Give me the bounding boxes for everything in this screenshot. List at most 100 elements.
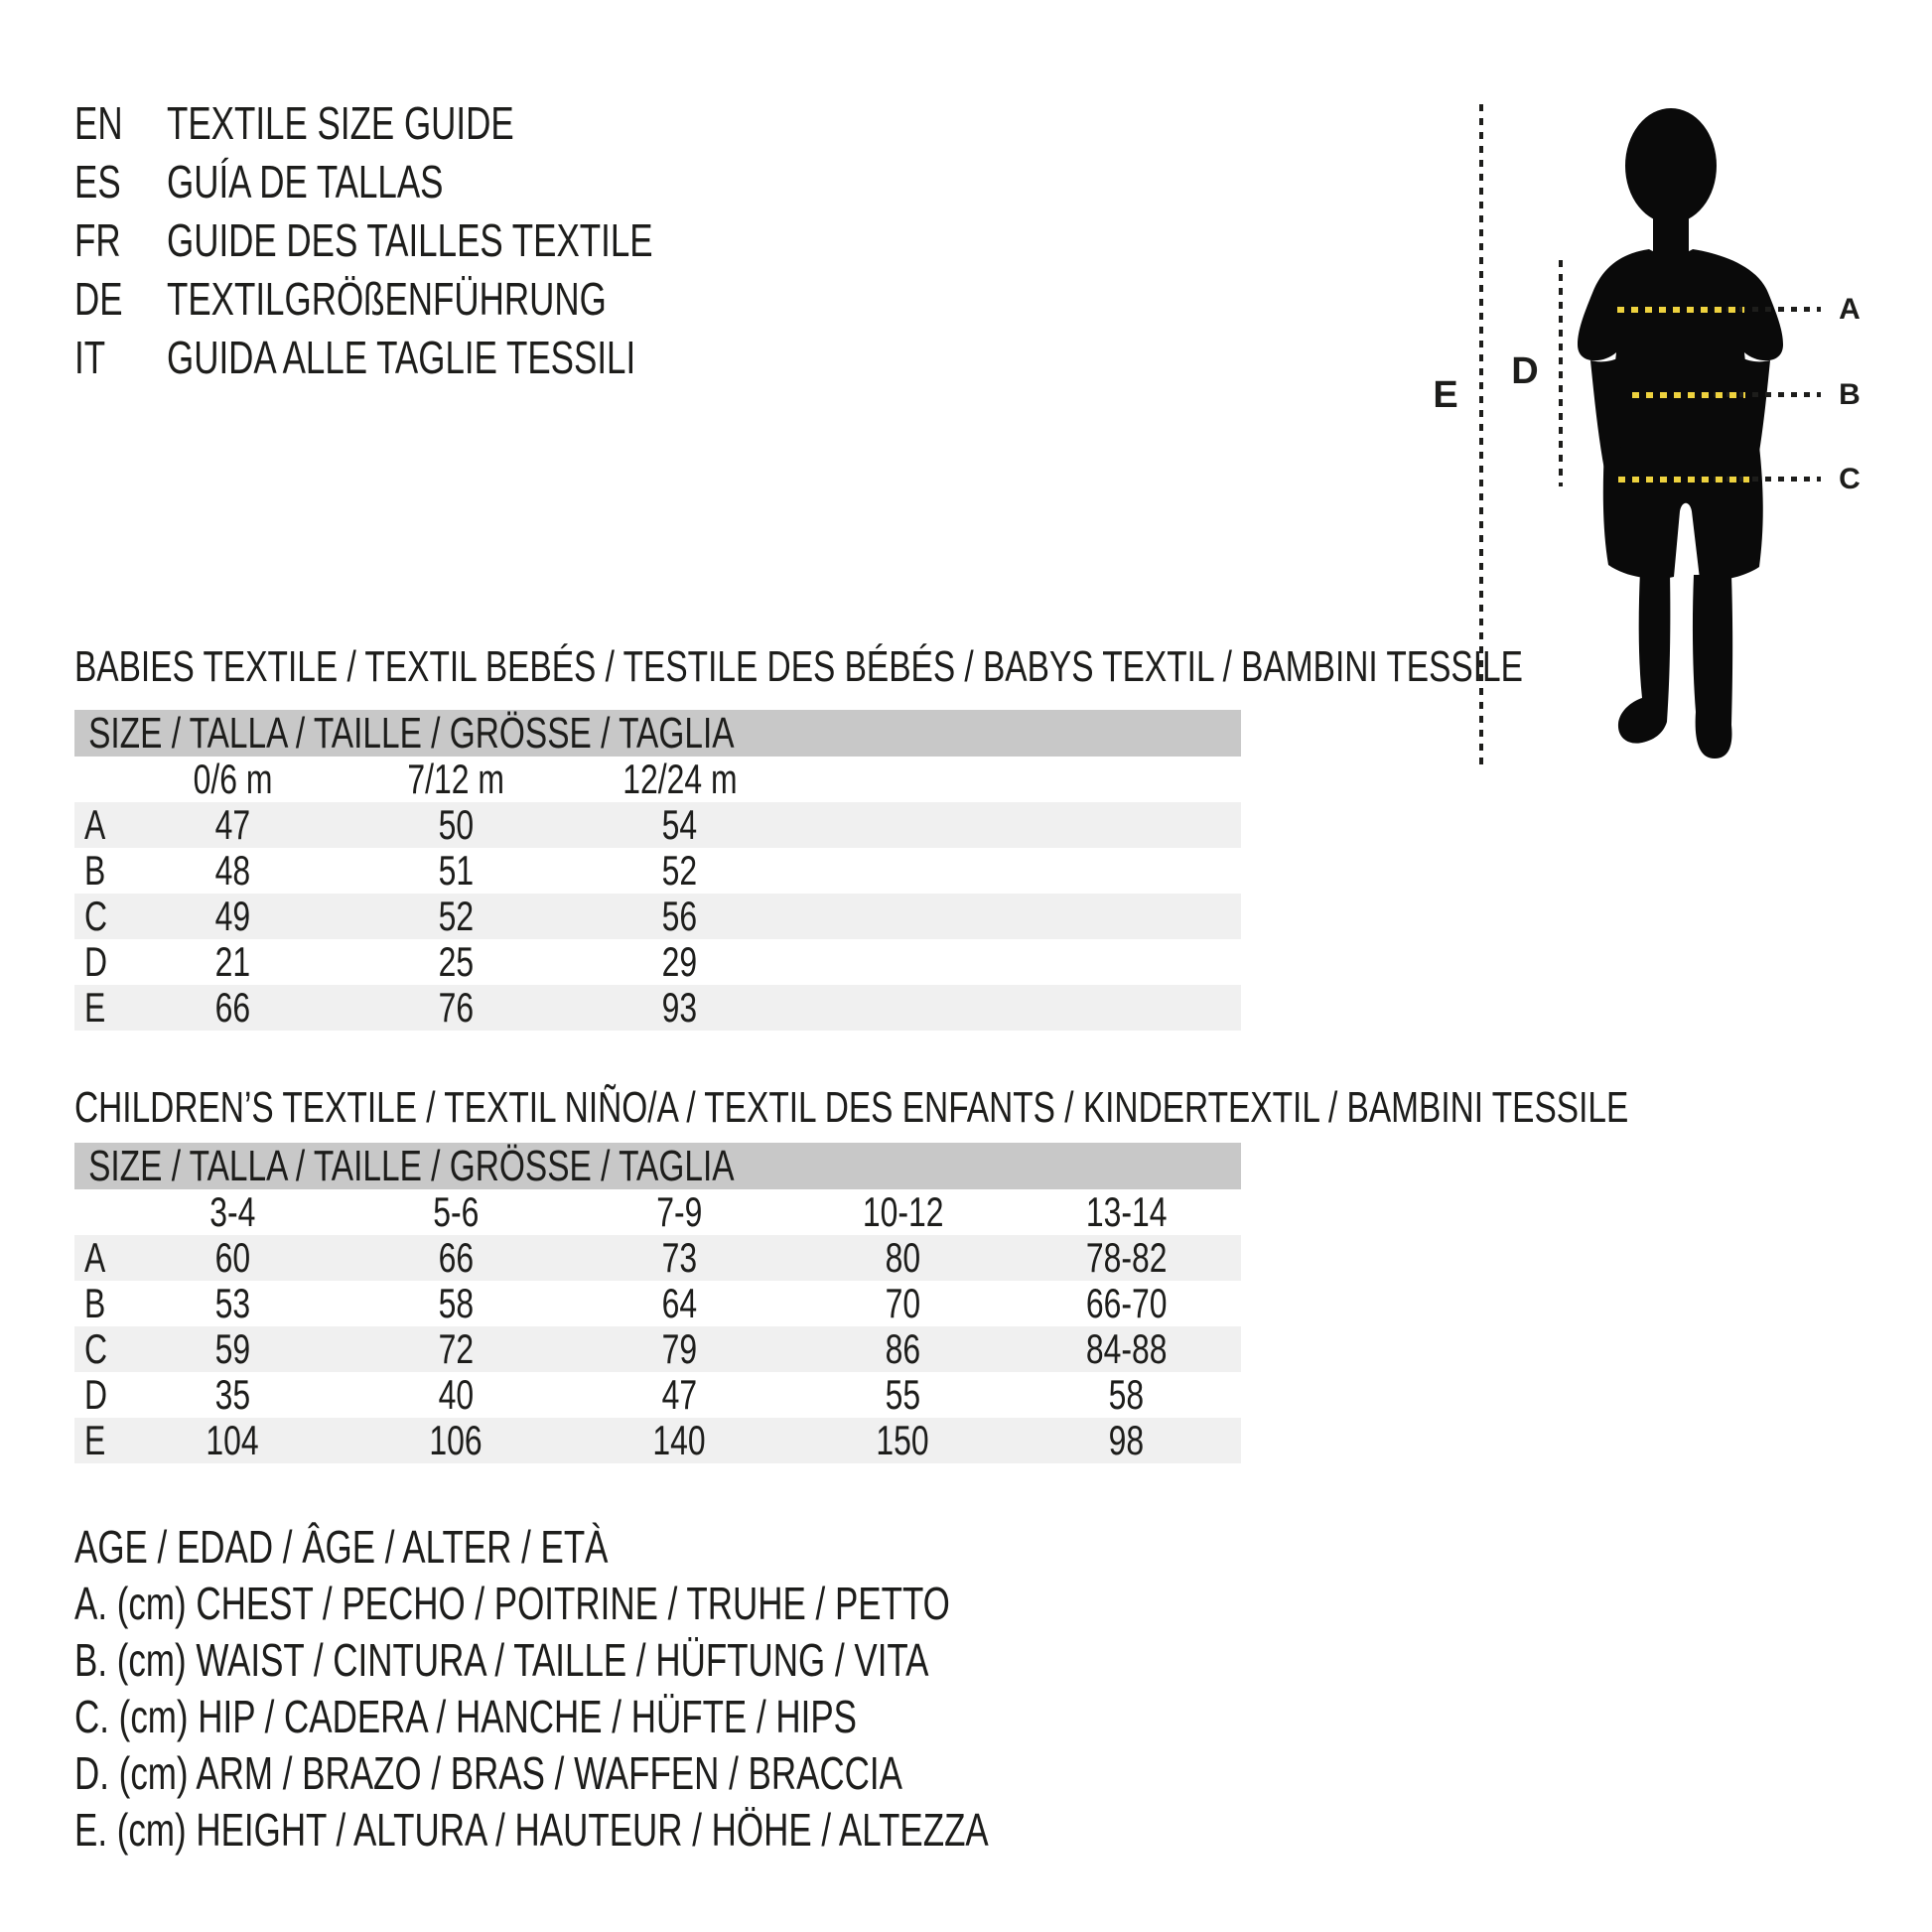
legend-chest-line: A. (cm) CHEST / PECHO / POITRINE / TRUHE… [74, 1576, 1167, 1632]
waist-dotted-extension [1688, 392, 1821, 397]
table-cell: 80 [885, 1234, 921, 1281]
babies-column-header: 0/6 m [193, 756, 273, 802]
babies-column-header: 12/24 m [621, 756, 738, 802]
silhouette-head [1625, 108, 1717, 223]
table-row: C 49 52 56 [74, 894, 1241, 939]
table-cell: 40 [438, 1371, 475, 1418]
children-age-columns-row: 3-4 5-6 7-9 10-12 13-14 [74, 1189, 1241, 1235]
table-row: E 66 76 93 [74, 985, 1241, 1031]
table-cell: 64 [661, 1280, 698, 1326]
babies-age-columns-row: 0/6 m 7/12 m 12/24 m [74, 757, 1241, 802]
waist-measure-line [1632, 392, 1745, 398]
table-cell: 52 [438, 893, 475, 939]
language-code: EN [74, 97, 123, 149]
table-cell: 66-70 [1085, 1280, 1168, 1326]
legend-hip-line: C. (cm) HIP / CADERA / HANCHE / HÜFTE / … [74, 1689, 1167, 1745]
row-label: D [84, 1371, 108, 1418]
legend-arm-line: D. (cm) ARM / BRAZO / BRAS / WAFFEN / BR… [74, 1745, 1167, 1802]
babies-size-table: SIZE / TALLA / TAILLE / GRÖSSE / TAGLIA … [74, 709, 1241, 1031]
table-cell: 76 [438, 984, 475, 1031]
table-cell: 54 [661, 801, 698, 848]
guide-title-fr: GUIDE DES TAILLES TEXTILE [167, 214, 653, 266]
table-row: D 21 25 29 [74, 939, 1241, 985]
babies-size-header-bar: SIZE / TALLA / TAILLE / GRÖSSE / TAGLIA [74, 709, 1241, 758]
guide-title-de: TEXTILGRÖßENFÜHRUNG [167, 273, 607, 325]
table-cell: 98 [1108, 1417, 1145, 1463]
table-cell: 56 [661, 893, 698, 939]
children-column-header: 5-6 [433, 1188, 480, 1235]
table-row: C 59 72 79 86 84-88 [74, 1326, 1241, 1372]
language-code: ES [74, 156, 121, 207]
silhouette-shirt [1578, 249, 1783, 461]
children-section-heading: CHILDREN’S TEXTILE / TEXTIL NIÑO/A / TEX… [74, 1084, 1932, 1132]
language-row-fr: FR GUIDE DES TAILLES TEXTILE [74, 211, 968, 270]
silhouette-shorts [1602, 446, 1763, 581]
measurement-legend: AGE / EDAD / ÂGE / ALTER / ETÀ A. (cm) C… [74, 1519, 1167, 1859]
language-code: FR [74, 214, 121, 266]
row-label: D [84, 938, 108, 985]
language-row-de: DE TEXTILGRÖßENFÜHRUNG [74, 270, 968, 329]
language-title-block: EN TEXTILE SIZE GUIDE ES GUÍA DE TALLAS … [74, 94, 968, 387]
legend-height-line: E. (cm) HEIGHT / ALTURA / HAUTEUR / HÖHE… [74, 1802, 1167, 1859]
table-cell: 104 [206, 1417, 260, 1463]
row-label: E [84, 984, 106, 1031]
table-row: B 48 51 52 [74, 848, 1241, 894]
babies-section-heading: BABIES TEXTILE / TEXTIL BEBÉS / TESTILE … [74, 643, 1932, 691]
row-label: E [84, 1417, 106, 1463]
table-cell: 55 [885, 1371, 921, 1418]
height-measure-dashed-line [1479, 104, 1483, 766]
children-column-header: 10-12 [862, 1188, 944, 1235]
children-column-header: 7-9 [656, 1188, 703, 1235]
legend-text: A. (cm) CHEST / PECHO / POITRINE / TRUHE… [74, 1578, 950, 1629]
row-label: C [84, 893, 108, 939]
table-cell: 79 [661, 1325, 698, 1372]
table-row: A 60 66 73 80 78-82 [74, 1235, 1241, 1281]
table-cell: 84-88 [1085, 1325, 1168, 1372]
silhouette-right-leg [1692, 575, 1733, 759]
babies-heading-text: BABIES TEXTILE / TEXTIL BEBÉS / TESTILE … [74, 642, 1523, 691]
legend-text: E. (cm) HEIGHT / ALTURA / HAUTEUR / HÖHE… [74, 1804, 989, 1856]
children-column-header: 3-4 [209, 1188, 256, 1235]
hip-measure-line [1618, 477, 1749, 483]
table-cell: 150 [876, 1417, 930, 1463]
table-cell: 78-82 [1085, 1234, 1168, 1281]
legend-age-line: AGE / EDAD / ÂGE / ALTER / ETÀ [74, 1519, 1167, 1576]
language-code: IT [74, 332, 106, 383]
table-cell: 35 [214, 1371, 251, 1418]
guide-title-es: GUÍA DE TALLAS [167, 156, 444, 207]
measure-label-b: B [1839, 378, 1861, 411]
table-cell: 58 [1108, 1371, 1145, 1418]
table-cell: 73 [661, 1234, 698, 1281]
language-row-es: ES GUÍA DE TALLAS [74, 153, 968, 211]
table-cell: 29 [661, 938, 698, 985]
guide-title-en: TEXTILE SIZE GUIDE [167, 97, 514, 149]
table-cell: 59 [214, 1325, 251, 1372]
table-row: A 47 50 54 [74, 802, 1241, 848]
table-cell: 47 [661, 1371, 698, 1418]
measure-label-e: E [1433, 374, 1458, 416]
legend-text: AGE / EDAD / ÂGE / ALTER / ETÀ [74, 1521, 609, 1573]
legend-text: B. (cm) WAIST / CINTURA / TAILLE / HÜFTU… [74, 1634, 929, 1686]
babies-column-header: 7/12 m [407, 756, 505, 802]
table-cell: 86 [885, 1325, 921, 1372]
table-cell: 52 [661, 847, 698, 894]
language-row-it: IT GUIDA ALLE TAGLIE TESSILI [74, 329, 968, 387]
table-cell: 60 [214, 1234, 251, 1281]
table-cell: 48 [214, 847, 251, 894]
table-cell: 50 [438, 801, 475, 848]
table-cell: 72 [438, 1325, 475, 1372]
hip-dotted-extension [1688, 477, 1821, 482]
legend-text: D. (cm) ARM / BRAZO / BRAS / WAFFEN / BR… [74, 1747, 902, 1799]
table-cell: 49 [214, 893, 251, 939]
language-code: DE [74, 273, 123, 325]
table-row: E 104 106 140 150 98 [74, 1418, 1241, 1463]
children-size-header-bar: SIZE / TALLA / TAILLE / GRÖSSE / TAGLIA [74, 1142, 1241, 1190]
table-cell: 93 [661, 984, 698, 1031]
legend-waist-line: B. (cm) WAIST / CINTURA / TAILLE / HÜFTU… [74, 1632, 1167, 1689]
table-cell: 58 [438, 1280, 475, 1326]
row-label: B [84, 847, 106, 894]
table-cell: 51 [438, 847, 475, 894]
table-row: B 53 58 64 70 66-70 [74, 1281, 1241, 1326]
row-label: A [84, 801, 106, 848]
